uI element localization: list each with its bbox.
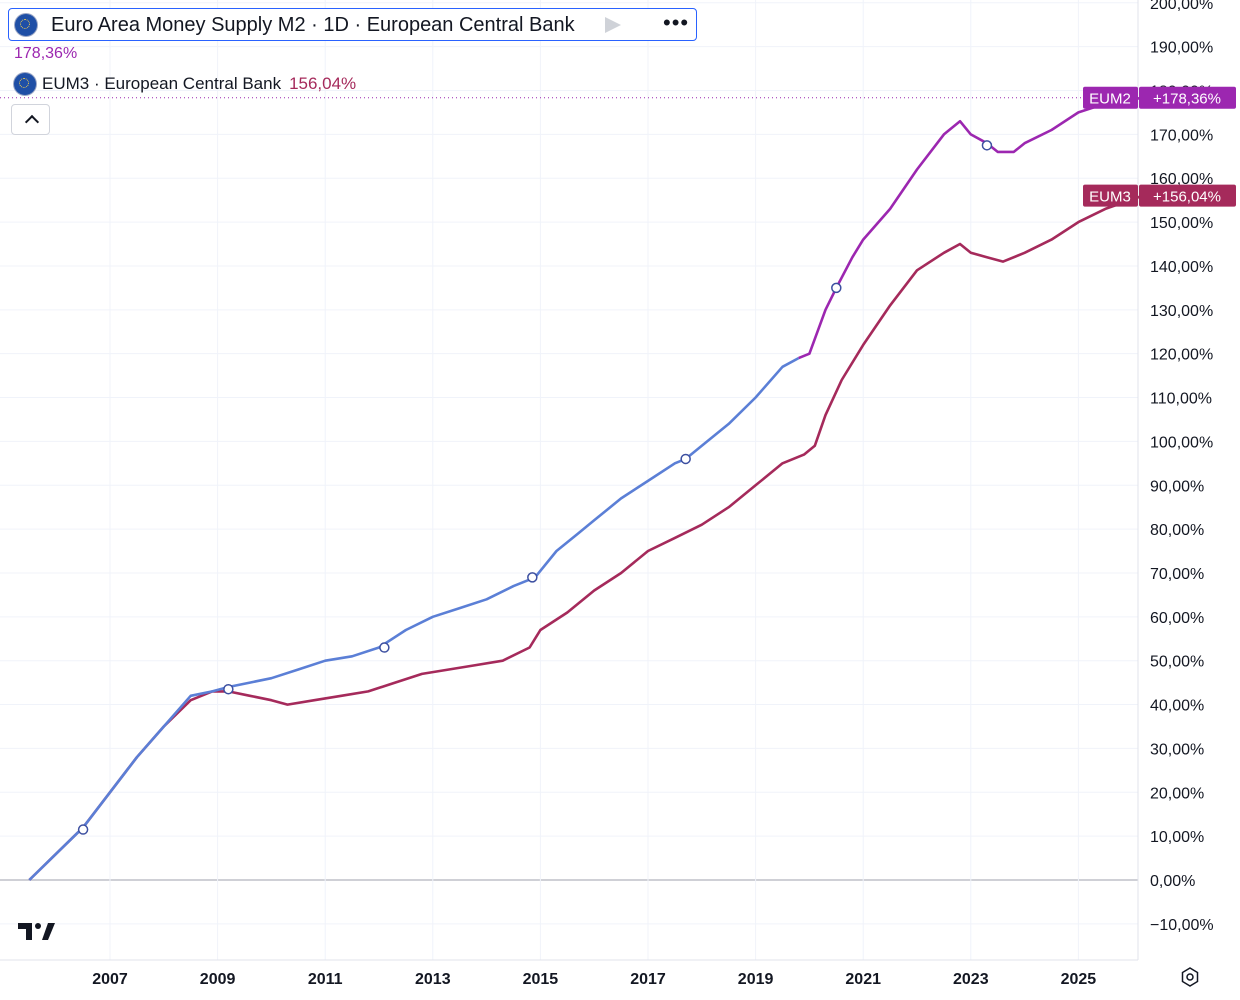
- y-tick-label: 50,00%: [1150, 654, 1204, 671]
- series-marker: [77, 824, 89, 835]
- series-name-tag-bg: [1083, 184, 1138, 207]
- eu-flag-icon: [15, 14, 37, 36]
- y-tick-label: 70,00%: [1150, 566, 1204, 583]
- series-marker: [680, 453, 691, 465]
- gear-icon[interactable]: [1180, 967, 1200, 987]
- y-tick-label: 130,00%: [1150, 303, 1213, 320]
- y-tick-label: 60,00%: [1150, 610, 1204, 627]
- y-tick-label: 20,00%: [1150, 785, 1204, 802]
- series-marker: [223, 683, 234, 695]
- y-tick-label: 200,00%: [1150, 0, 1213, 13]
- x-tick-label: 2015: [523, 971, 559, 988]
- main-series-legend[interactable]: Euro Area Money Supply M2 · 1D · Europea…: [8, 8, 697, 41]
- main-series-title: Euro Area Money Supply M2 · 1D · Europea…: [51, 14, 575, 36]
- y-axis[interactable]: −10,00% 0,00% 10,00% 20,00% 30,00% 40,00% 50,0…: [1150, 0, 1214, 934]
- x-tick-label: 2013: [415, 971, 451, 988]
- y-tick-label: 40,00%: [1150, 698, 1204, 715]
- series-line-eum2-early: [28, 356, 800, 881]
- y-tick-label: 80,00%: [1150, 522, 1204, 539]
- collapse-legend-button[interactable]: [11, 104, 50, 135]
- y-tick-label: 150,00%: [1150, 215, 1213, 232]
- x-tick-label: 2011: [308, 971, 343, 988]
- series-name-tag: EUM3: [1089, 189, 1131, 206]
- y-tick-label: −10,00%: [1150, 917, 1214, 934]
- x-tick-label: 2007: [92, 971, 128, 988]
- y-tick-label: 120,00%: [1150, 347, 1213, 364]
- chart-series: [28, 96, 1144, 881]
- secondary-series-value: 156,04%: [289, 74, 357, 93]
- series-name-tag: EUM2: [1089, 91, 1131, 108]
- y-tick-label: 90,00%: [1150, 478, 1204, 495]
- x-tick-label: 2009: [200, 971, 236, 988]
- eu-flag-icon-secondary: [14, 73, 36, 95]
- series-line-eum3: [28, 194, 1144, 881]
- price-tag-value: +178,36%: [1153, 91, 1221, 108]
- x-tick-label: 2025: [1061, 971, 1097, 988]
- y-tick-label: 140,00%: [1150, 259, 1213, 276]
- price-tag-bg: [1139, 184, 1236, 207]
- x-tick-label: 2023: [953, 971, 989, 988]
- price-tags: EUM3 +156,04% EUM2 +178,36%: [1083, 86, 1236, 207]
- series-marker: [981, 140, 993, 151]
- series-marker: [527, 572, 538, 583]
- x-tick-label: 2017: [630, 971, 666, 988]
- secondary-series-legend[interactable]: EUM3 · European Central Bank 156,04%: [42, 74, 356, 94]
- y-tick-label: 0,00%: [1150, 873, 1195, 890]
- series-name-tag-bg: [1083, 86, 1138, 109]
- eye-icon[interactable]: [605, 17, 621, 33]
- x-tick-label: 2019: [738, 971, 774, 988]
- y-tick-label: 160,00%: [1150, 171, 1213, 188]
- x-axis[interactable]: 2007 2009 2011 2013 2015 2017 2019 2021 2023 2025: [92, 971, 1096, 988]
- x-tick-label: 2021: [845, 971, 881, 988]
- y-tick-label: 170,00%: [1150, 127, 1213, 144]
- series-marker: [831, 282, 842, 294]
- y-tick-label: 30,00%: [1150, 741, 1204, 758]
- main-series-value: 178,36%: [14, 45, 78, 62]
- price-tag-bg: [1139, 86, 1236, 109]
- y-tick-label: 110,00%: [1150, 391, 1212, 408]
- secondary-series-label: EUM3 · European Central Bank: [42, 74, 282, 93]
- y-tick-label: 190,00%: [1150, 40, 1213, 57]
- chart-grid: [0, 0, 1139, 961]
- y-tick-label: 10,00%: [1150, 829, 1204, 846]
- y-tick-label: 100,00%: [1150, 434, 1213, 451]
- price-tag-value: +156,04%: [1153, 189, 1221, 206]
- series-marker: [379, 642, 390, 653]
- tradingview-logo[interactable]: [18, 920, 58, 942]
- more-dots-icon[interactable]: •••: [663, 10, 690, 35]
